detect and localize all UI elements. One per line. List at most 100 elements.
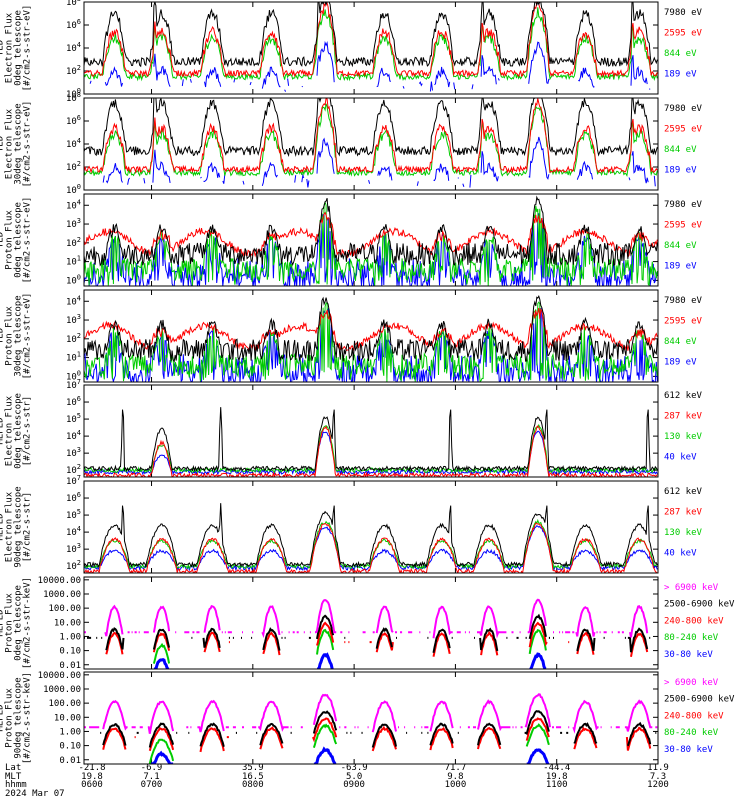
panel-2: TED Electron Flux 30deg telescope [#/cm2-s-…	[0, 91, 703, 196]
panel-frame	[83, 480, 659, 574]
ylabel-line: Electron Flux	[5, 12, 15, 83]
xtick-hhmm: 0600	[81, 780, 103, 790]
ylabel-line: [#/cm2-s-str]	[23, 396, 33, 466]
panel-frame	[83, 289, 659, 383]
legend-entry: 80-240 keV	[664, 633, 719, 643]
series-group	[84, 294, 658, 382]
legend-entry: 130 keV	[664, 432, 703, 442]
legend-entry: 240-800 keV	[664, 616, 724, 626]
xtick-lat: 35.9	[242, 763, 264, 773]
series-line-40-kev	[84, 430, 658, 476]
ytick-label: 0.10	[59, 647, 81, 657]
xtick-mlt: 16.5	[242, 772, 264, 782]
panel-frame	[83, 97, 659, 191]
panel-frame	[83, 193, 659, 287]
series-line-287-kev	[84, 522, 658, 573]
series-line-240-800-kev	[102, 717, 652, 753]
legend-entry: 7980 eV	[664, 200, 703, 210]
ylabel-panel-5: MEPED Electron Flux 0deg telescope [#/cm2-s…	[0, 393, 33, 469]
ytick-label: 102	[66, 559, 81, 572]
series-line-130-kev	[84, 518, 658, 570]
series-line-612-kev	[84, 407, 658, 473]
date-label: 2024 Mar 07	[5, 789, 65, 799]
panel-6: MEPED Electron Flux 90deg telescope [#/cm2-…	[0, 474, 703, 574]
ytick-label: 10000.00	[38, 576, 81, 586]
ytick-label: 10.00	[54, 618, 81, 628]
legend-entry: 40 keV	[664, 548, 697, 558]
time-axis: LatMLThhmm-21.819.80600-6.97.1070035.916…	[5, 763, 669, 799]
ytick-label: 103	[66, 542, 81, 555]
ytick-label: 102	[66, 64, 81, 77]
legend-entry: 7980 eV	[664, 104, 703, 114]
panel-frame	[83, 576, 659, 670]
ytick-label: 102	[66, 160, 81, 173]
series-group	[84, 693, 658, 764]
ylabel-line: Proton Flux	[5, 688, 15, 748]
ytick-label: 100	[66, 273, 81, 286]
legend-entry: 2595 eV	[664, 220, 703, 230]
ylabel-line: 0deg telescope	[14, 393, 24, 469]
ytick-label: 10000.00	[38, 671, 81, 681]
ytick-label: 100.00	[48, 699, 81, 709]
xtick-mlt: 19.8	[546, 772, 568, 782]
ylabel-panel-7: MEPED Proton Flux 0deg telescope [#/cm2-s-s…	[0, 577, 33, 669]
ytick-label: 104	[66, 525, 81, 538]
ylabel-line: [#/cm2-s-str-eV]	[23, 293, 33, 380]
panel-3: TED Proton Flux 0deg telescope [#/cm2-s-str…	[0, 193, 703, 287]
series-group	[84, 407, 658, 477]
legend-entry: 844 eV	[664, 49, 697, 59]
legend-entry: 30-80 keV	[664, 745, 713, 755]
legend-entry: 612 keV	[664, 487, 703, 497]
ylabel-line: [#/cm2-s-str-eV]	[23, 197, 33, 284]
ytick-label: 0.01	[59, 661, 81, 671]
xtick-hhmm: 1200	[647, 780, 669, 790]
series-line-189-ev	[84, 213, 658, 286]
ytick-label: 104	[66, 41, 81, 54]
ytick-label: 100.00	[48, 604, 81, 614]
legend-entry: 2595 eV	[664, 28, 703, 38]
series-line-7980-ev	[84, 294, 658, 363]
xtick-mlt: 5.0	[346, 772, 362, 782]
legend-entry: 2500-6900 keV	[664, 600, 735, 610]
ytick-label: 107	[66, 378, 81, 391]
ytick-label: 103	[66, 446, 81, 459]
xtick-mlt: 7.3	[650, 772, 666, 782]
xtick-hhmm: 1100	[546, 780, 568, 790]
ytick-label: 102	[66, 236, 81, 249]
axis-row-label: hhmm	[5, 780, 27, 790]
ylabel-line: 30deg telescope	[14, 295, 24, 376]
ylabel-line: 30deg telescope	[14, 103, 24, 184]
ytick-label: 104	[66, 137, 81, 150]
series-line-7980-ev	[84, 2, 658, 68]
ytick-label: 100	[66, 87, 81, 100]
series-line-80-240-kev	[148, 723, 550, 764]
series-line-2500-6900-kev	[100, 709, 657, 748]
xtick-lat: 71.7	[445, 763, 467, 773]
ylabel-line: Electron Flux	[5, 491, 15, 562]
ylabel-line: MEPED	[0, 609, 6, 636]
ytick-label: 104	[66, 198, 81, 211]
xtick-lat: -21.8	[78, 763, 105, 773]
series-line-189-ev	[102, 136, 656, 188]
xtick-hhmm: 0900	[343, 780, 365, 790]
ytick-label: 101	[66, 351, 81, 364]
ytick-label: 102	[66, 463, 81, 476]
series-line--6900-kev	[84, 600, 657, 639]
ylabel-panel-4: TED Proton Flux 30deg telescope [#/cm2-s-st…	[0, 293, 33, 380]
xtick-lat: -44.4	[543, 763, 570, 773]
series-line--6900-kev	[84, 693, 658, 734]
ytick-label: 104	[66, 429, 81, 442]
panel-frame	[83, 1, 659, 95]
series-line-189-ev	[84, 307, 658, 382]
series-group	[84, 98, 658, 188]
xtick-mlt: 19.8	[81, 772, 103, 782]
ylabel-line: [#/cm2-s-str]	[23, 492, 33, 562]
legend-entry: 2595 eV	[664, 124, 703, 134]
ytick-label: 106	[66, 114, 81, 127]
legend-entry: > 6900 keV	[664, 583, 719, 593]
ylabel-panel-6: MEPED Electron Flux 90deg telescope [#/cm2-…	[0, 486, 33, 567]
ylabel-line: MEPED	[0, 513, 6, 540]
legend-entry: 844 eV	[664, 241, 697, 251]
series-line-2595-ev	[84, 2, 658, 78]
panel-4: TED Proton Flux 30deg telescope [#/cm2-s-st…	[0, 289, 703, 383]
